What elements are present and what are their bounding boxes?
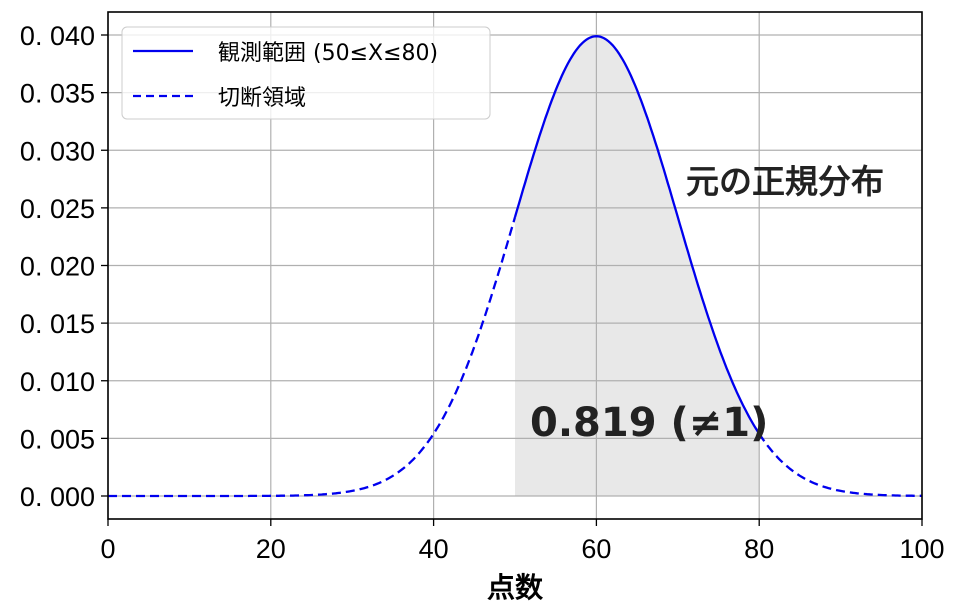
y-tick-label: 0. 020 bbox=[20, 252, 95, 282]
x-tick-label: 40 bbox=[419, 534, 449, 564]
observed-curve bbox=[513, 35, 761, 435]
x-axis-ticks: 0 20 40 60 80 100 bbox=[100, 519, 945, 564]
legend-box bbox=[121, 26, 491, 120]
truncated-curve-right bbox=[758, 433, 922, 497]
x-axis-label: 点数 bbox=[487, 571, 544, 604]
x-tick-label: 60 bbox=[581, 534, 611, 564]
x-tick-label: 80 bbox=[744, 534, 774, 564]
curves bbox=[108, 35, 922, 498]
area-annotation: 0.819 (≠1) bbox=[530, 400, 768, 446]
y-tick-label: 0. 010 bbox=[20, 367, 95, 397]
x-tick-label: 20 bbox=[256, 534, 286, 564]
y-tick-label: 0. 015 bbox=[20, 309, 95, 339]
y-tick-label: 0. 005 bbox=[20, 424, 95, 454]
grid bbox=[107, 12, 923, 519]
y-tick-label: 0. 030 bbox=[20, 136, 95, 166]
legend: 観測範囲 (50≤X≤80) 切断領域 bbox=[121, 26, 491, 120]
y-axis-ticks: 0. 000 0. 005 0. 010 0. 015 0. 020 0. 025 0. 0… bbox=[20, 21, 108, 512]
x-tick-label: 0 bbox=[100, 534, 115, 564]
y-tick-label: 0. 000 bbox=[20, 482, 95, 512]
y-tick-label: 0. 025 bbox=[20, 194, 95, 224]
y-tick-label: 0. 040 bbox=[20, 21, 95, 51]
truncated-curve-left bbox=[108, 216, 517, 498]
original-distribution-label: 元の正規分布 bbox=[686, 162, 884, 201]
y-tick-label: 0. 035 bbox=[20, 79, 95, 109]
x-tick-label: 100 bbox=[899, 534, 944, 564]
legend-label-truncated: 切断領域 bbox=[218, 86, 306, 111]
legend-label-observed: 観測範囲 (50≤X≤80) bbox=[218, 41, 438, 66]
